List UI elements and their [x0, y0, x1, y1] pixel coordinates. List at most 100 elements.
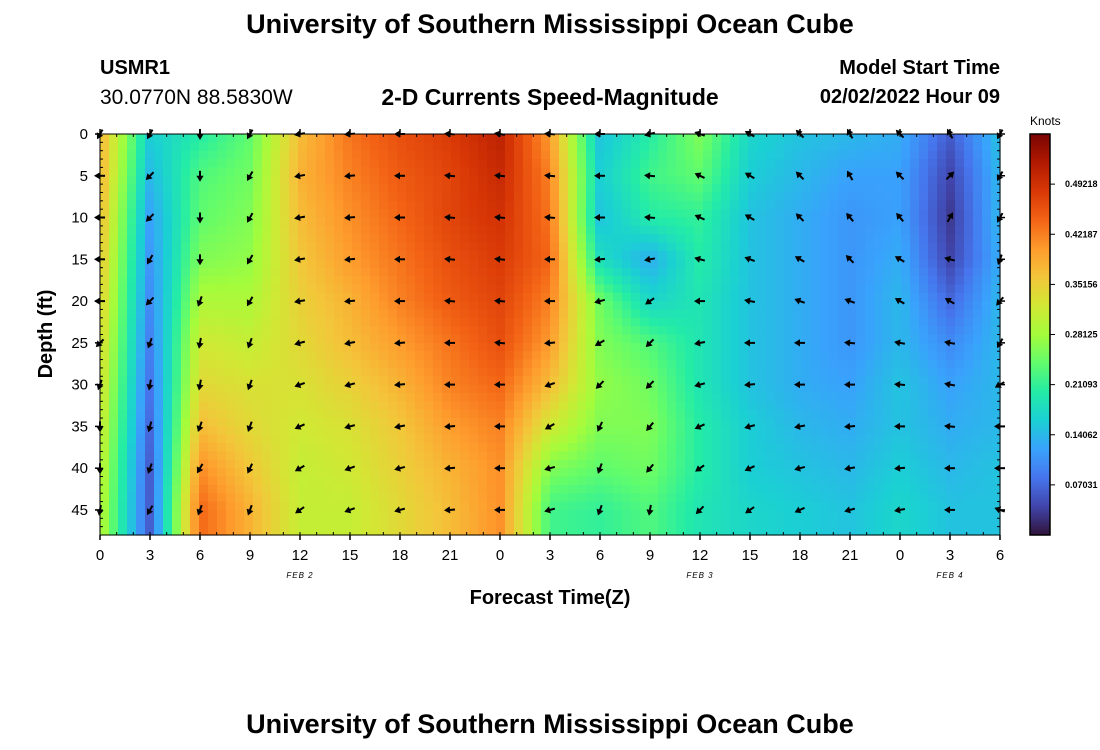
current-arrow [145, 213, 155, 222]
current-arrow [246, 296, 254, 307]
current-arrow [544, 213, 556, 222]
x-axis-label: Forecast Time(Z) [470, 587, 631, 609]
station-coordinates: 30.0770N 88.5830W [100, 86, 293, 109]
x-tick-label: 12 [292, 547, 309, 564]
current-arrow [196, 170, 204, 182]
current-arrow [196, 254, 204, 266]
current-arrow [894, 339, 906, 347]
current-arrow [544, 297, 555, 305]
current-arrow [294, 213, 306, 222]
current-arrow [294, 255, 306, 263]
current-arrow [444, 381, 455, 389]
current-arrow [494, 464, 505, 472]
current-arrow [644, 255, 656, 263]
y-tick-label: 10 [71, 210, 88, 227]
current-arrow [694, 172, 705, 180]
current-arrow [344, 213, 356, 222]
current-arrow [594, 255, 606, 263]
current-arrow [894, 422, 905, 430]
model-start-value: 02/02/2022 Hour 09 [819, 86, 1000, 108]
current-arrow [544, 339, 556, 347]
plot-subtitle: 2-D Currents Speed-Magnitude [381, 84, 719, 110]
current-arrow [594, 213, 605, 222]
y-tick-label: 15 [71, 251, 88, 268]
current-arrow [695, 464, 705, 472]
current-arrow [294, 464, 305, 472]
x-tick-label: 0 [96, 547, 104, 564]
colorbar-title: Knots [1030, 114, 1061, 128]
current-arrow [694, 297, 705, 305]
date-label: FEB 4 [936, 571, 963, 580]
station-id: USMR1 [100, 57, 171, 79]
footer-title: University of Southern Mississippi Ocean… [246, 709, 854, 739]
current-arrow [294, 339, 306, 347]
x-tick-label: 6 [596, 547, 604, 564]
current-arrow [594, 172, 605, 180]
current-arrow [644, 213, 656, 222]
current-arrow [146, 421, 154, 433]
current-arrow [246, 170, 254, 181]
y-tick-label: 35 [71, 418, 88, 435]
current-arrow [544, 464, 556, 472]
current-arrow [996, 296, 1004, 306]
current-arrow [344, 297, 356, 305]
current-arrow [494, 381, 505, 389]
date-label: FEB 2 [286, 571, 313, 580]
current-arrow [744, 172, 755, 180]
x-tick-label: 18 [392, 547, 409, 564]
colorbar-tick-label: 0.14062 [1065, 430, 1098, 440]
current-arrow [544, 172, 556, 180]
x-tick-label: 21 [442, 547, 459, 564]
current-arrow [196, 337, 204, 349]
current-arrow [394, 381, 406, 389]
current-arrow [246, 421, 254, 433]
current-arrow [646, 504, 654, 516]
current-arrow [694, 423, 705, 430]
current-arrow [844, 464, 856, 472]
current-arrow [444, 297, 456, 305]
current-arrow [844, 297, 856, 305]
current-arrow [944, 297, 955, 305]
current-arrow [146, 463, 154, 474]
current-arrow [246, 337, 254, 349]
model-start-label: Model Start Time [839, 57, 1000, 79]
x-tick-label: 15 [342, 547, 359, 564]
current-speed-chart: 0 3 6 9 12 15 18 21 0 3 6 9 12 15 18 21 0 3 6 FEB 2 FEB 3 FEB… [35, 114, 1098, 609]
current-arrow [494, 422, 505, 430]
current-arrow [444, 255, 456, 263]
current-arrow [145, 171, 155, 181]
current-arrow [645, 297, 655, 305]
x-tick-label: 18 [792, 547, 809, 564]
current-arrow [196, 212, 204, 224]
x-tick-label: 6 [996, 547, 1004, 564]
x-tick-label: 6 [196, 547, 204, 564]
y-tick-label: 5 [80, 168, 88, 185]
x-tick-label: 3 [146, 547, 154, 564]
current-arrow [895, 171, 905, 181]
current-arrow [794, 381, 805, 389]
current-arrow [944, 339, 956, 347]
current-arrow [344, 381, 356, 389]
colorbar-tick-label: 0.42187 [1065, 229, 1098, 239]
x-tick-label: 3 [546, 547, 554, 564]
current-arrow [694, 339, 706, 347]
current-arrow [896, 212, 904, 222]
current-arrow [494, 172, 506, 180]
y-tick-label: 40 [71, 460, 88, 477]
y-tick-label: 45 [71, 502, 88, 519]
current-arrow [594, 297, 606, 305]
current-arrow [795, 213, 805, 222]
current-arrow [844, 422, 856, 430]
x-tick-label: 12 [692, 547, 709, 564]
current-arrow [744, 297, 756, 305]
axes: 0 3 6 9 12 15 18 21 0 3 6 9 12 15 18 21 0 3 6 FEB 2 FEB 3 FEB… [71, 126, 1005, 580]
current-arrow [944, 464, 955, 472]
colorbar-tick-label: 0.35156 [1065, 279, 1098, 289]
main-title: University of Southern Mississippi Ocean… [246, 9, 854, 39]
current-arrow [794, 339, 805, 347]
current-arrow [794, 256, 805, 263]
current-arrow [544, 506, 556, 514]
current-arrow [494, 213, 506, 222]
current-arrow [544, 255, 555, 263]
current-arrow [196, 504, 204, 516]
